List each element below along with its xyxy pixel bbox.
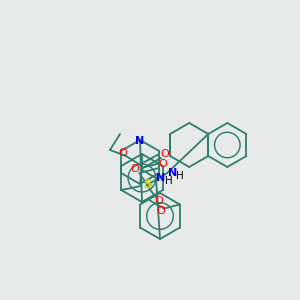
Text: O: O <box>155 196 164 206</box>
Text: N: N <box>156 173 166 183</box>
Text: N: N <box>135 136 145 146</box>
Text: S: S <box>143 178 152 191</box>
Text: O: O <box>160 149 169 159</box>
Text: O: O <box>159 159 167 169</box>
Text: O: O <box>131 164 140 174</box>
Text: H: H <box>165 176 173 186</box>
Text: O: O <box>157 206 165 217</box>
Text: H: H <box>176 171 184 181</box>
Text: N: N <box>168 168 177 178</box>
Text: O: O <box>118 148 127 158</box>
